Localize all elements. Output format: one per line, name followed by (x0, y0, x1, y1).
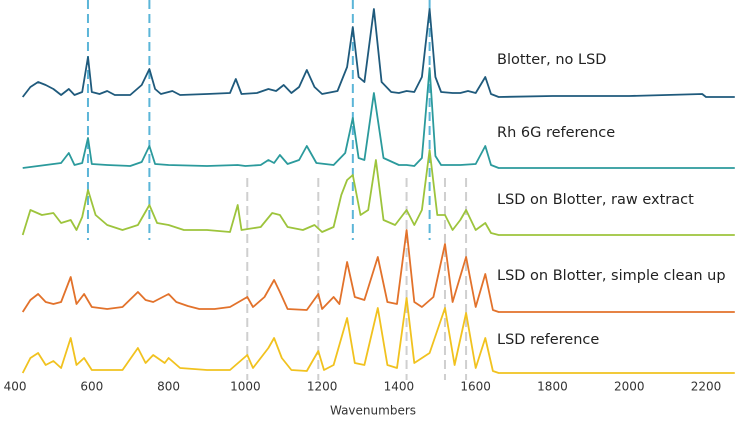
x-tick-label: 2200 (691, 380, 722, 394)
x-tick-label: 1800 (537, 380, 568, 394)
series-label: LSD reference (497, 332, 599, 348)
spectrum-line (21, 149, 735, 236)
spectrum-line (22, 67, 735, 169)
x-tick-label: 400 (4, 380, 27, 394)
x-tick-label: 1600 (460, 380, 491, 394)
series-label: LSD on Blotter, raw extract (497, 192, 694, 208)
series-label: Blotter, no LSD (497, 52, 606, 68)
series-label: Rh 6G reference (497, 125, 615, 141)
spectrum-line (21, 297, 735, 374)
spectrum-line (21, 8, 735, 98)
x-tick-label: 600 (80, 380, 103, 394)
x-tick-label: 2000 (614, 380, 645, 394)
x-tick-label: 1000 (230, 380, 261, 394)
x-tick-label: 800 (157, 380, 180, 394)
x-tick-label: 1200 (307, 380, 338, 394)
spectrum-line (21, 229, 735, 313)
series-label: LSD on Blotter, simple clean up (497, 268, 726, 284)
x-tick-label: 1400 (384, 380, 415, 394)
x-axis-label: Wavenumbers (330, 404, 416, 418)
